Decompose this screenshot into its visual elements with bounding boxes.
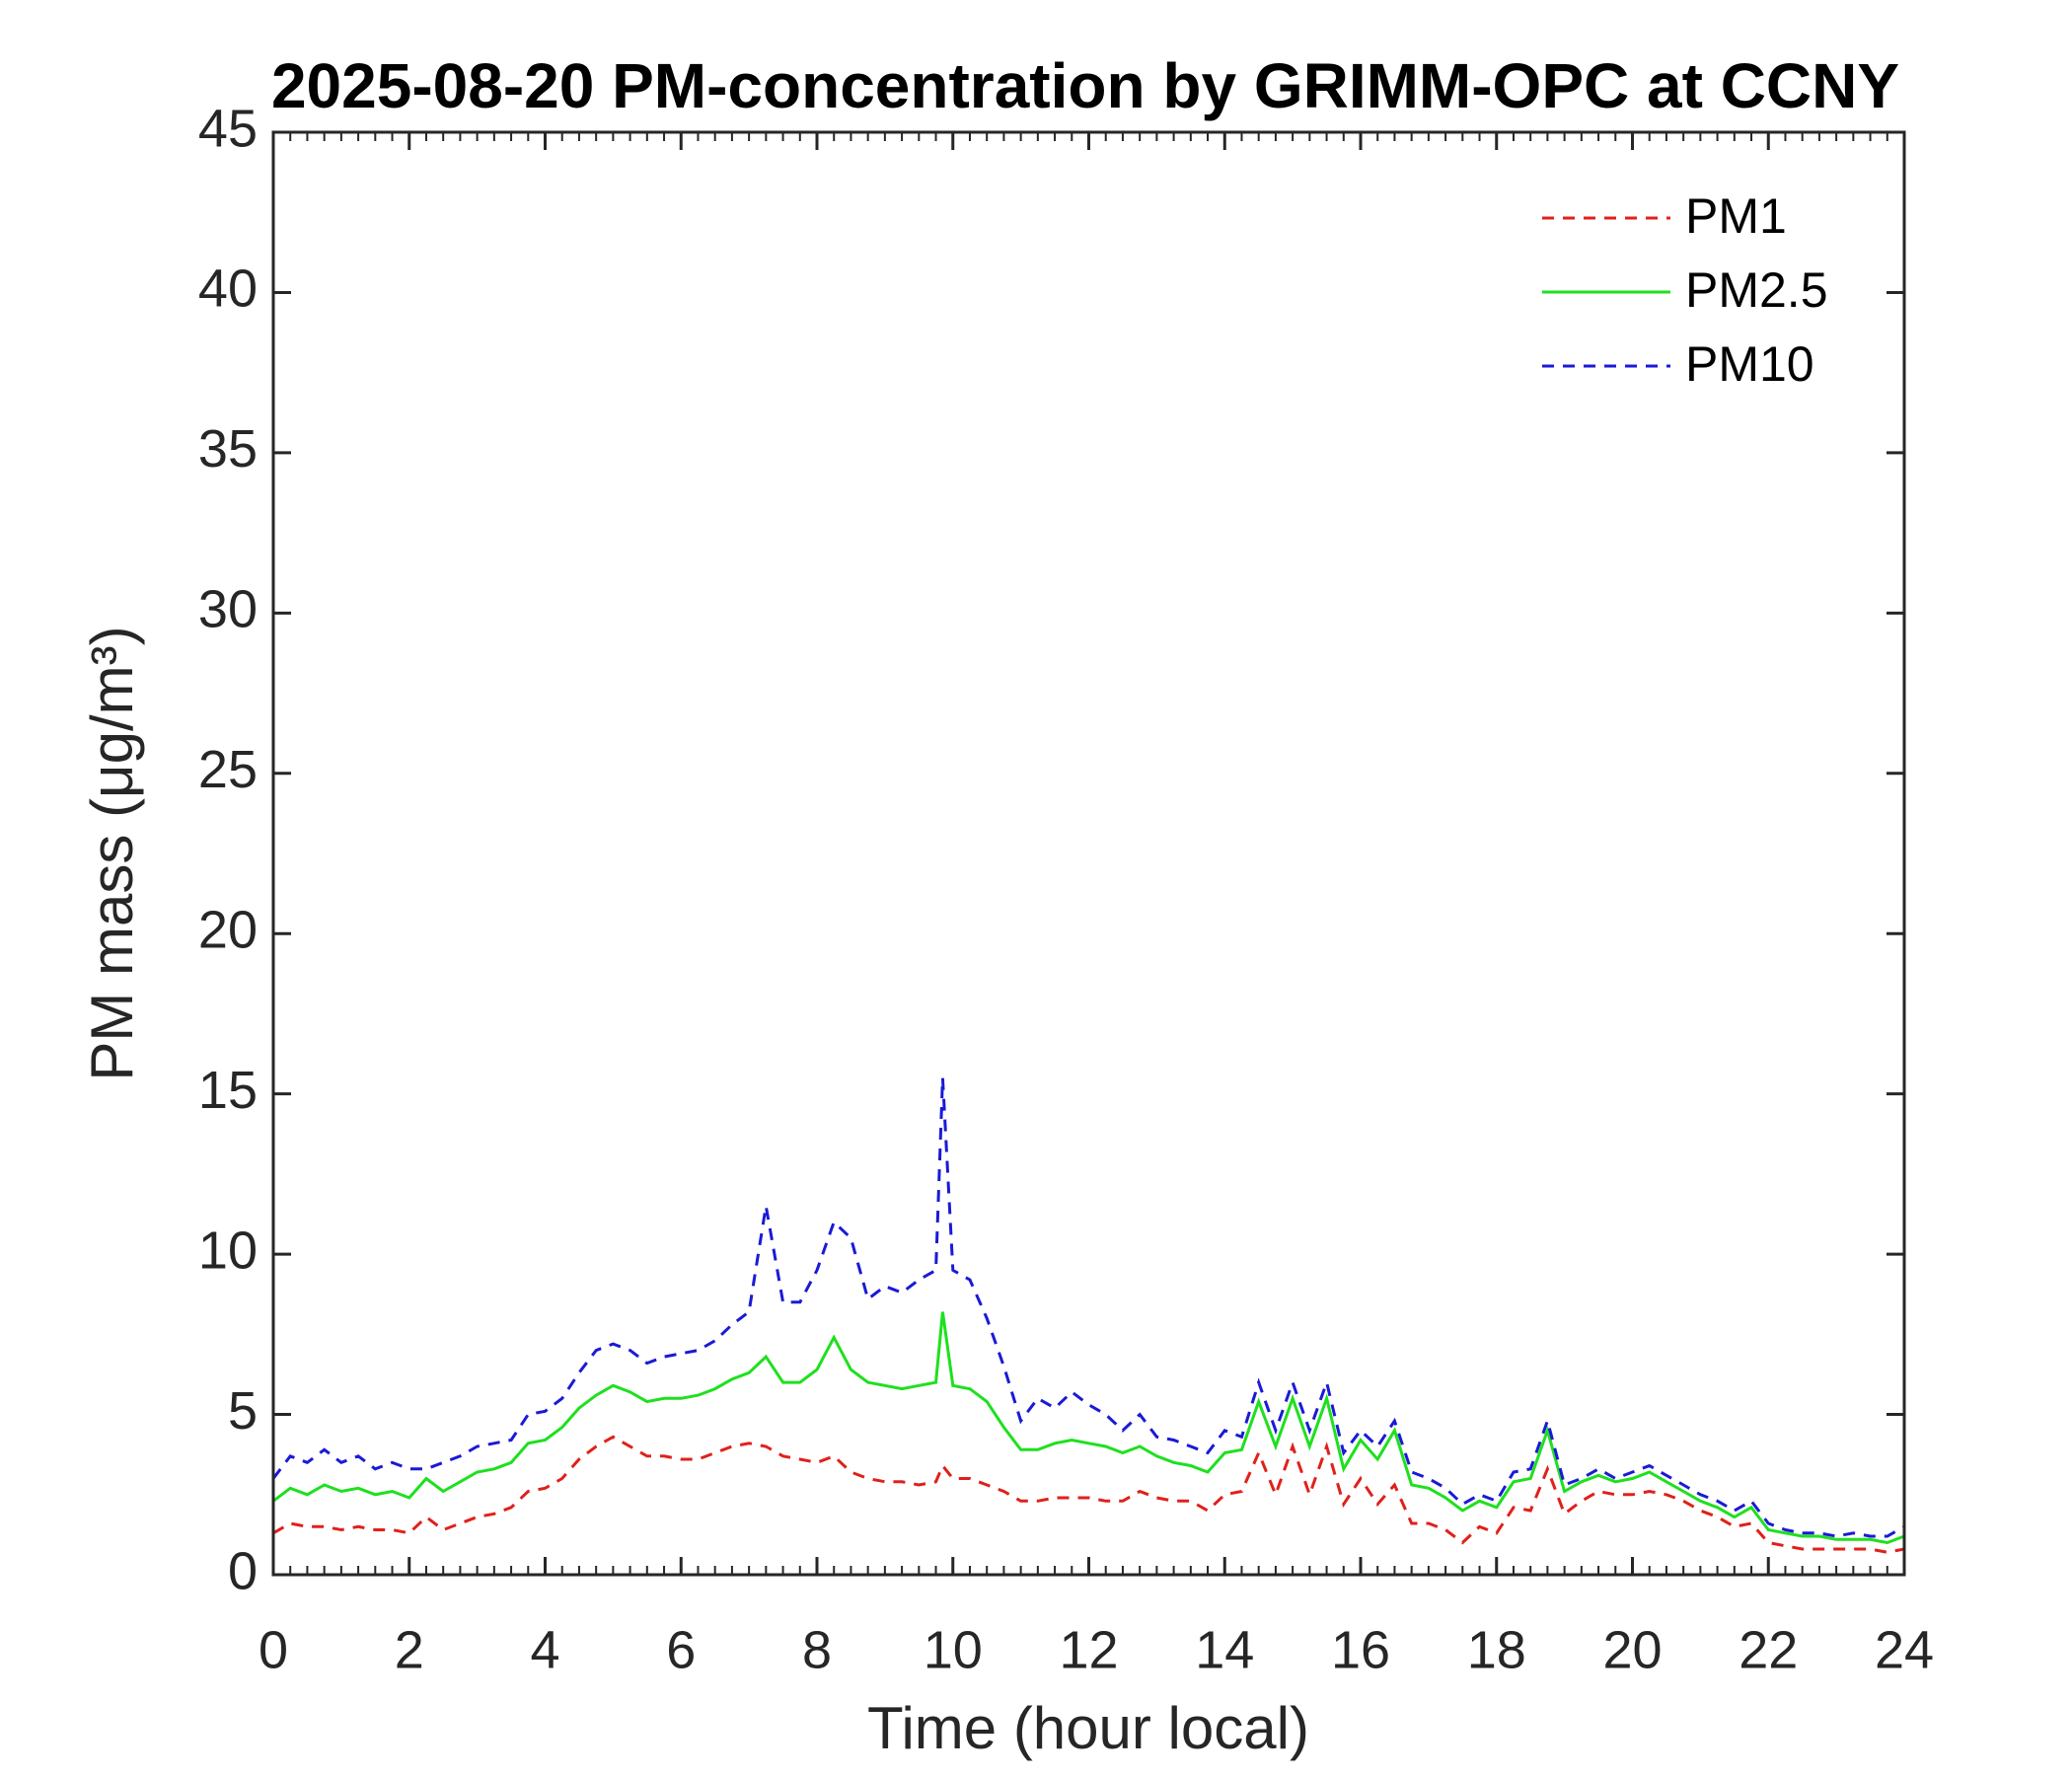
y-tick-label: 10 <box>198 1221 258 1280</box>
x-tick-label: 22 <box>1739 1620 1798 1679</box>
chart-title: 2025-08-20 PM-concentration by GRIMM-OPC… <box>271 50 1899 121</box>
y-tick-label: 0 <box>228 1541 258 1600</box>
x-tick-label: 6 <box>666 1620 696 1679</box>
x-tick-label: 18 <box>1467 1620 1526 1679</box>
x-tick-label: 16 <box>1331 1620 1390 1679</box>
legend-label: PM10 <box>1685 336 1814 392</box>
y-tick-label: 35 <box>198 419 258 479</box>
x-tick-label: 12 <box>1059 1620 1118 1679</box>
x-tick-label: 2 <box>395 1620 424 1679</box>
x-tick-label: 10 <box>924 1620 983 1679</box>
legend-label: PM1 <box>1685 188 1787 244</box>
y-tick-label: 40 <box>198 259 258 319</box>
series-line <box>272 1435 1905 1554</box>
x-tick-label: 20 <box>1602 1620 1662 1679</box>
y-tick-label: 45 <box>198 99 258 158</box>
series-line <box>272 1311 1905 1545</box>
plot-frame <box>271 130 1906 1577</box>
y-tick-label: 25 <box>198 740 258 799</box>
x-axis-label: Time (hour local) <box>867 1695 1309 1761</box>
y-tick-label: 20 <box>198 900 258 959</box>
y-tick-label: 30 <box>198 580 258 639</box>
x-tick-label: 4 <box>530 1620 559 1679</box>
y-tick-label: 15 <box>198 1061 258 1120</box>
x-tick-label: 24 <box>1875 1620 1934 1679</box>
series-line <box>271 1077 1905 1538</box>
legend-label: PM2.5 <box>1685 262 1828 318</box>
y-tick-label: 5 <box>228 1381 258 1441</box>
x-tick-label: 14 <box>1195 1620 1254 1679</box>
y-axis-label: PM mass (μg/m³) <box>79 626 145 1080</box>
x-tick-label: 0 <box>259 1620 288 1679</box>
x-tick-label: 8 <box>802 1620 832 1679</box>
